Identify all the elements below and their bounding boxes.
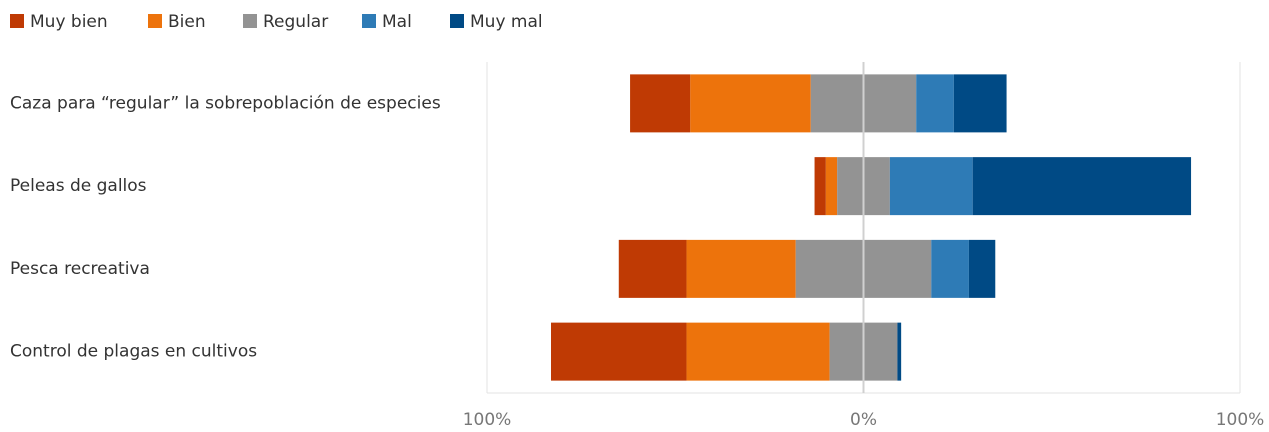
legend-label: Muy bien (30, 12, 108, 32)
bar-segment (931, 239, 969, 298)
legend-label: Bien (168, 12, 206, 32)
bar-segment (618, 239, 687, 298)
bar-segment (686, 322, 830, 381)
category-label: Peleas de gallos (10, 176, 147, 196)
legend-swatch (450, 14, 464, 28)
bar-segment (814, 157, 826, 216)
legend-swatch (362, 14, 376, 28)
category-label: Caza para “regular” la sobrepoblación de… (10, 93, 441, 113)
category-label: Control de plagas en cultivos (10, 342, 257, 362)
bar-segment (916, 74, 954, 133)
bar-segment (889, 157, 973, 216)
legend-label: Mal (382, 12, 412, 32)
legend-swatch (243, 14, 257, 28)
x-tick-label: 100% (1216, 410, 1265, 430)
bar-segment (953, 74, 1007, 133)
x-tick-label: 100% (463, 410, 512, 430)
bar-segment (825, 157, 838, 216)
legend-label: Muy mal (470, 12, 543, 32)
legend-swatch (10, 14, 24, 28)
legend-label: Regular (263, 12, 328, 32)
x-tick-label: 0% (850, 410, 877, 430)
legend-swatch (148, 14, 162, 28)
bar-segment (630, 74, 691, 133)
bar-segment (972, 157, 1192, 216)
bar-segment (897, 322, 902, 381)
category-label: Pesca recreativa (10, 259, 150, 279)
bar-segment (690, 74, 811, 133)
bar-segment (968, 239, 996, 298)
bar-segment (686, 239, 796, 298)
bar-segment (551, 322, 687, 381)
